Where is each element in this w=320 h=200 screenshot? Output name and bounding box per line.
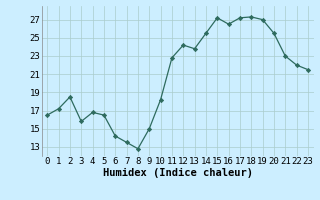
- X-axis label: Humidex (Indice chaleur): Humidex (Indice chaleur): [103, 168, 252, 178]
